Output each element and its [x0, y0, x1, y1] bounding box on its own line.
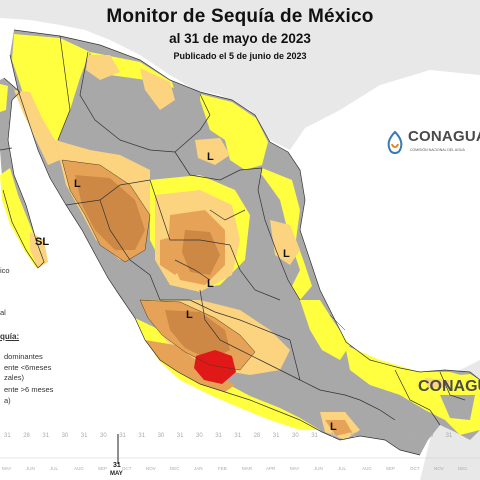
map-label-l: L [330, 421, 337, 433]
map-date: al 31 de mayo de 2023 [169, 31, 311, 46]
d0-southeast [345, 345, 480, 435]
map-label-l: L [74, 178, 81, 190]
conagua-emblem-icon [387, 130, 403, 154]
legend-fragment: ente <6meses [4, 363, 52, 372]
timeline-month-label: DEC [458, 466, 468, 471]
timeline-day-label: 31 [42, 433, 50, 439]
timeline-day-label: 31 [349, 433, 357, 439]
timeline-day-label: 31 [368, 433, 376, 439]
timeline-day-label: 31 [176, 433, 184, 439]
timeline-current-day: 31 [113, 462, 121, 469]
map-label-l: L [207, 151, 214, 163]
coast-gulf [329, 314, 346, 331]
timeline-axis [0, 434, 480, 464]
timeline-month-label: JUN [26, 466, 35, 471]
timeline-month-label: MAR [242, 466, 252, 471]
timeline-day-label: 31 [311, 433, 318, 439]
d0-gulf [300, 300, 350, 360]
timeline-month-label: NOV [146, 466, 156, 471]
timeline-day-label: 31 [234, 433, 242, 439]
timeline-day-label: 31 [119, 433, 126, 439]
d0-pacific-south [135, 318, 320, 430]
timeline-day-label: 31 [407, 433, 414, 439]
baja-d1 [30, 232, 48, 268]
timeline-month-label: SEP [98, 466, 108, 471]
d2-chiapas [325, 420, 352, 436]
timeline-month-label: JUL [338, 466, 347, 471]
d1-coahuila [195, 138, 230, 165]
timeline-month-label: NOV [434, 466, 444, 471]
timeline-day-label: 31 [138, 433, 146, 439]
timeline-day-label: 28 [253, 433, 261, 439]
d1-sonora-north [86, 55, 120, 80]
legend-heading: quía: [0, 332, 20, 341]
map-label-l: L [186, 309, 193, 321]
map-label-l: L [283, 248, 290, 260]
drought-outlines [61, 159, 256, 371]
state-borders [0, 29, 480, 456]
timeline-month-label: JUL [50, 466, 59, 471]
timeline-month-label: OCT [410, 466, 420, 471]
timeline-month-label: JUN [314, 466, 323, 471]
grey-yucatan [440, 395, 475, 420]
d0-coahuila [200, 94, 268, 170]
timeline-day-label: 31 [445, 433, 453, 439]
timeline-month-label: SEP [386, 466, 396, 471]
conagua-logo-partial: CONAGUA [418, 378, 480, 395]
timeline-current-month: MAY [110, 471, 123, 477]
published-date: Publicado el 5 de junio de 2023 [173, 51, 307, 61]
timeline-day-label: 30 [196, 433, 203, 439]
d4-guerrero [194, 350, 236, 384]
baja-yellow-north [0, 84, 8, 112]
legend-fragment: ico [0, 266, 10, 275]
timeline-day-label: 30 [388, 433, 395, 439]
map-label-sl: SL [35, 236, 50, 248]
conagua-logo: CONAGUA COMISIÓN NACIONAL DEL AGUA [384, 128, 480, 162]
legend-fragment: zales) [4, 373, 25, 382]
d3-center [182, 230, 220, 275]
d1-chihuahua-east [140, 68, 175, 110]
timeline-day-label: 31 [80, 433, 88, 439]
neighbor-land-north [0, 0, 480, 150]
d0-sonora [12, 34, 90, 150]
d1-sonora-coast [14, 90, 60, 165]
conagua-subtitle: COMISIÓN NACIONAL DEL AGUA [410, 148, 465, 152]
timeline-month-label: APR [266, 466, 276, 471]
timeline-month-label: FEB [218, 466, 227, 471]
timeline-month-label: OCT [122, 466, 132, 471]
grey-oaxaca-east [300, 375, 380, 420]
timeline-day-label: 31 [4, 433, 11, 439]
timeline-month-label: MAY [290, 466, 300, 471]
timeline-day-label: 30 [61, 433, 69, 439]
d3-south [165, 310, 230, 360]
grey-nuevoleon [235, 175, 300, 290]
timeline-day-label: 31 [272, 433, 280, 439]
legend-fragment: ente >6 meses [4, 385, 54, 394]
timeline-month-label: MAY [2, 466, 12, 471]
timeline-day-label: 30 [100, 433, 107, 439]
timeline-month-label: JAN [194, 466, 203, 471]
timeline-day-label: 30 [330, 433, 338, 439]
d2-center-west [160, 235, 190, 275]
timeline-day-label: 28 [23, 433, 30, 439]
legend-fragment: dominantes [4, 352, 43, 361]
timeline-month-label: DEC [170, 466, 180, 471]
timeline-day-label: 30 [426, 433, 434, 439]
conagua-wordmark: CONAGUA [408, 128, 480, 145]
timeline-day-label: 30 [157, 433, 165, 439]
timeline-month-label: AUG [362, 466, 372, 471]
timeline-day-label: 30 [292, 433, 299, 439]
map-title: Monitor de Sequía de México [106, 6, 374, 27]
grey-chihuahua [80, 72, 210, 150]
legend-fragment: a) [4, 396, 11, 405]
d3-west [75, 175, 145, 250]
map-label-l: L [207, 278, 214, 290]
legend-fragment: al [0, 308, 6, 317]
timeline-day-label: 31 [215, 433, 222, 439]
timeline-month-label: AUG [74, 466, 84, 471]
